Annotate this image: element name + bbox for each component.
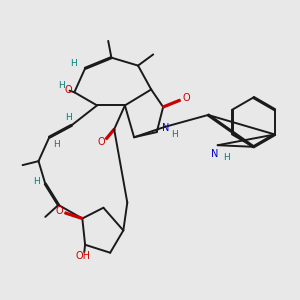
Text: OH: OH (76, 251, 91, 261)
Text: O: O (182, 93, 190, 103)
Text: O: O (64, 85, 72, 95)
Text: H: H (33, 177, 40, 186)
Text: O: O (56, 206, 63, 216)
Text: H: H (53, 140, 60, 149)
Text: H: H (65, 113, 72, 122)
Text: O: O (98, 137, 105, 147)
Text: H: H (171, 130, 178, 139)
Text: N: N (162, 123, 169, 133)
Text: H: H (223, 154, 230, 163)
Text: H: H (70, 59, 77, 68)
Text: H: H (58, 81, 65, 90)
Text: N: N (211, 149, 218, 159)
